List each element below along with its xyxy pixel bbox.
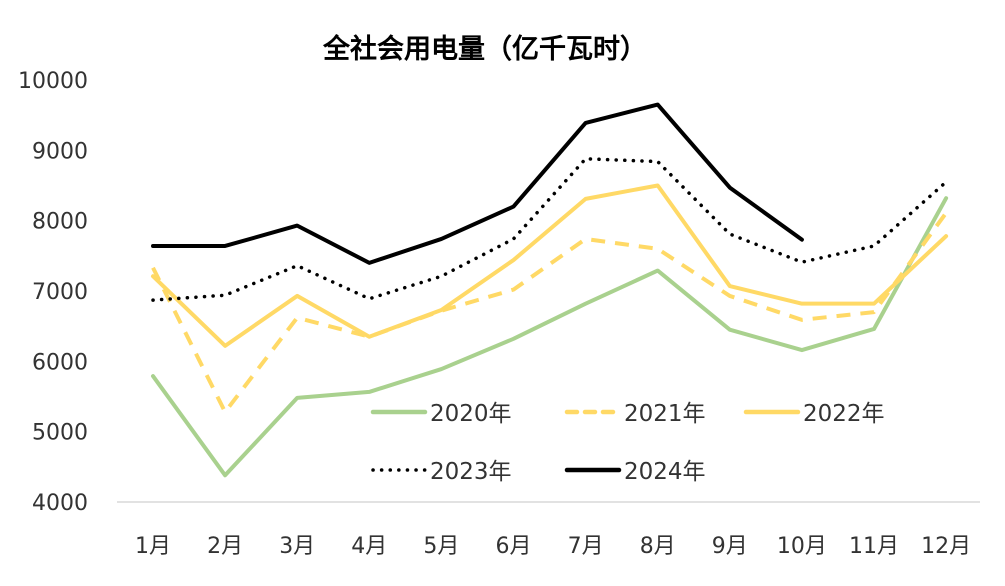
y-tick-label: 8000 — [32, 210, 88, 235]
y-tick-label: 4000 — [32, 491, 88, 516]
legend-label: 2021年 — [624, 401, 706, 427]
y-tick-label: 10000 — [18, 69, 88, 94]
x-tick-label: 10月 — [777, 534, 827, 559]
x-tick-label: 9月 — [712, 534, 748, 559]
x-tick-label: 3月 — [279, 534, 315, 559]
legend-label: 2022年 — [803, 401, 885, 427]
x-tick-label: 2月 — [207, 534, 243, 559]
x-tick-label: 1月 — [135, 534, 171, 559]
x-tick-label: 8月 — [640, 534, 676, 559]
y-tick-label: 9000 — [32, 139, 88, 164]
x-tick-label: 5月 — [423, 534, 459, 559]
x-tick-label: 4月 — [351, 534, 387, 559]
legend-label: 2023年 — [430, 459, 512, 485]
chart-title: 全社会用电量（亿千瓦时） — [322, 33, 647, 65]
x-tick-label: 11月 — [849, 534, 899, 559]
x-tick-label: 12月 — [921, 534, 971, 559]
x-tick-label: 6月 — [496, 534, 532, 559]
x-tick-label: 7月 — [568, 534, 604, 559]
y-tick-label: 5000 — [32, 421, 88, 446]
series-line-2020年 — [153, 198, 946, 475]
series-line-2024年 — [153, 105, 802, 263]
y-tick-label: 6000 — [32, 350, 88, 375]
legend-label: 2020年 — [430, 401, 512, 427]
legend-label: 2024年 — [624, 459, 706, 485]
y-tick-label: 7000 — [32, 280, 88, 305]
